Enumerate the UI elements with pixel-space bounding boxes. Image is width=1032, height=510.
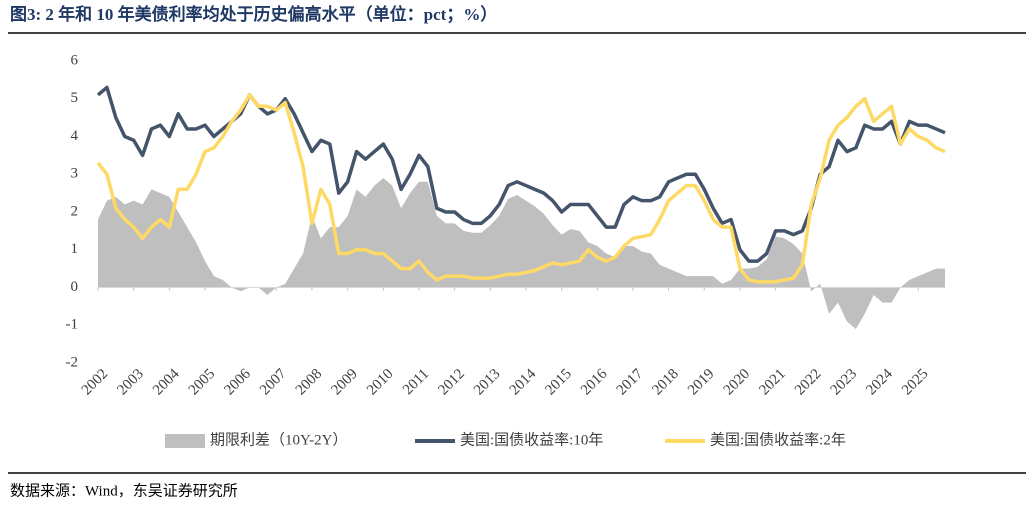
x-tick-label: 2008 <box>293 366 326 399</box>
yield-line <box>96 85 946 263</box>
x-tick-label: 2025 <box>899 366 932 399</box>
x-tick-label: 2021 <box>756 366 789 399</box>
x-tick-label: 2010 <box>364 366 397 399</box>
x-tick-label: 2020 <box>721 366 754 399</box>
source: 数据来源：Wind，东吴证券研究所 <box>10 482 238 499</box>
x-tick-label: 2015 <box>542 366 575 399</box>
x-tick-label: 2016 <box>578 366 611 399</box>
x-tick-label: 2009 <box>328 366 361 399</box>
x-tick-label: 2022 <box>792 366 825 399</box>
yield-line <box>96 93 946 284</box>
x-tick-label: 2005 <box>186 366 219 399</box>
y-tick-label: 2 <box>71 203 79 219</box>
y-tick-label: 1 <box>71 241 79 257</box>
x-tick-label: 2003 <box>114 366 147 399</box>
legend-label: 美国:国债收益率:2年 <box>710 431 846 448</box>
x-tick-label: 2006 <box>221 366 254 399</box>
y-tick-label: -2 <box>66 354 79 370</box>
x-tick-label: 2007 <box>257 366 290 399</box>
x-tick-label: 2012 <box>435 366 468 399</box>
x-tick-label: 2014 <box>507 366 540 399</box>
x-tick-label: 2013 <box>471 366 504 399</box>
x-tick-label: 2024 <box>863 366 896 399</box>
y-tick-label: -1 <box>66 317 79 333</box>
y-tick-label: 6 <box>71 52 79 68</box>
y-tick-label: 0 <box>71 279 79 295</box>
x-tick-label: 2004 <box>150 366 183 399</box>
x-tick-label: 2002 <box>79 366 112 399</box>
x-tick-label: 2018 <box>649 366 682 399</box>
x-tick-label: 2023 <box>828 366 861 399</box>
legend-label: 期限利差（10Y-2Y） <box>210 431 348 448</box>
y-tick-label: 4 <box>71 128 79 144</box>
x-tick-label: 2019 <box>685 366 718 399</box>
y-tick-label: 5 <box>71 90 79 106</box>
spread-area <box>98 178 945 330</box>
x-tick-label: 2017 <box>614 366 647 399</box>
legend-label: 美国:国债收益率:10年 <box>460 431 603 448</box>
chart-title: 图3: 2 年和 10 年美债利率均处于历史偏高水平（单位：pct；%） <box>10 4 497 24</box>
legend-swatch <box>165 434 205 448</box>
x-tick-label: 2011 <box>400 366 432 398</box>
y-tick-label: 3 <box>71 166 79 182</box>
